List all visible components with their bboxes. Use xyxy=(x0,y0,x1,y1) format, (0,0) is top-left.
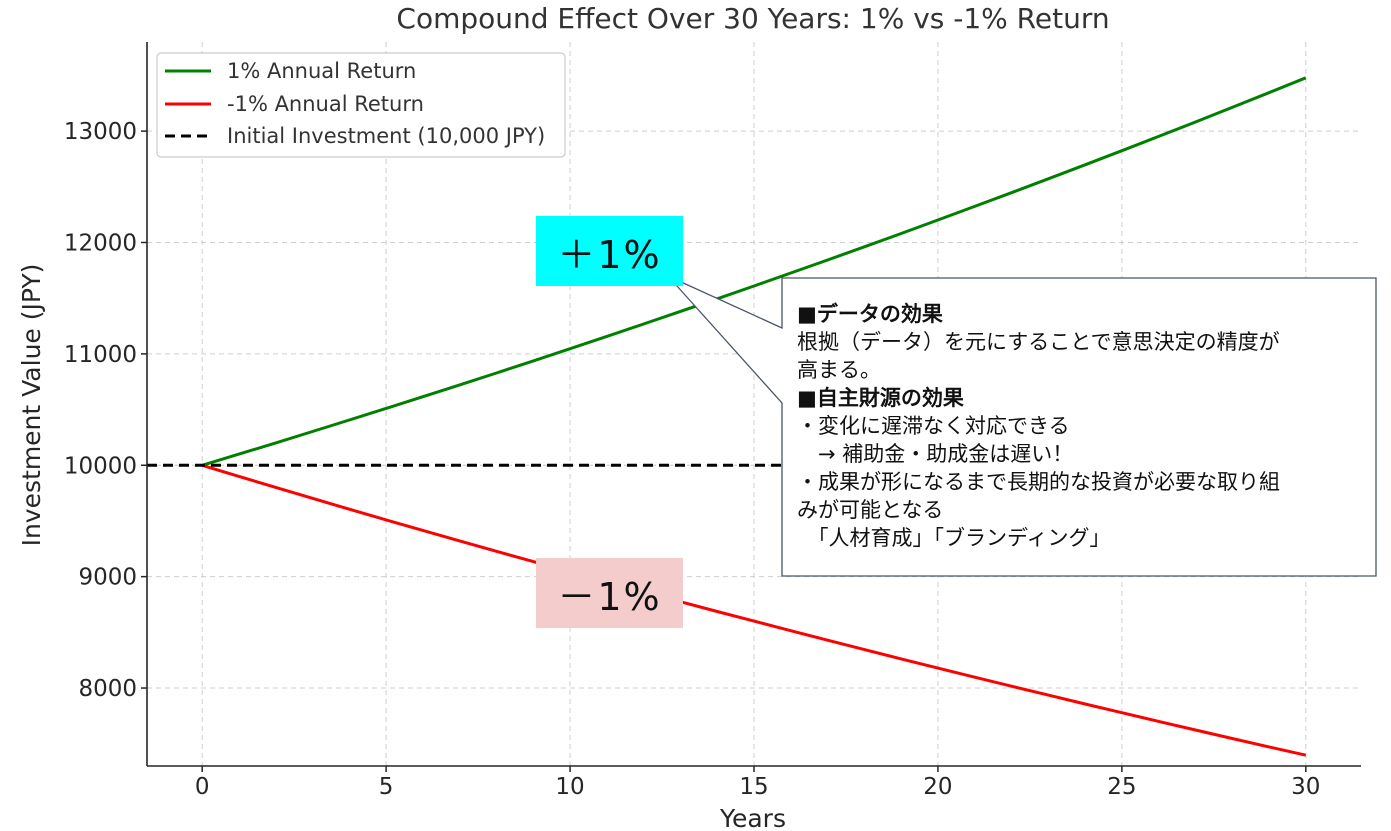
x-tick-label: 5 xyxy=(379,774,394,800)
callout-line: → 補助金・助成金は遅い！ xyxy=(797,442,1074,466)
y-tick-label: 12000 xyxy=(64,230,137,256)
y-tick-label: 9000 xyxy=(78,565,137,591)
tick-labels: 0 5 10 15 20 25 30 8000 9000 10000 11000 12000 13000 xyxy=(64,119,1321,800)
x-axis-label: Years xyxy=(719,804,786,831)
callout-heading-data: ■データの効果 xyxy=(797,302,943,326)
y-tick-label: 13000 xyxy=(64,119,137,145)
x-tick-label: 30 xyxy=(1291,774,1320,800)
axes xyxy=(141,42,1361,772)
y-tick-label: 10000 xyxy=(64,453,137,479)
legend-label-1: 1% Annual Return xyxy=(227,59,416,83)
y-axis-label: Investment Value (JPY) xyxy=(17,264,46,547)
y-tick-label: 8000 xyxy=(78,676,137,702)
series-line-2 xyxy=(201,463,1307,757)
legend: 1% Annual Return -1% Annual Return Initi… xyxy=(156,52,566,158)
series-line-1 xyxy=(201,76,1307,467)
callout-line: ・成果が形になるまで長期的な投資が必要な取り組 xyxy=(797,470,1280,494)
chart-title: Compound Effect Over 30 Years: 1% vs -1%… xyxy=(396,2,1109,35)
legend-box xyxy=(156,52,566,158)
plus-one-percent-badge: ＋1% xyxy=(536,216,683,286)
x-tick-label: 10 xyxy=(555,774,584,800)
callout-line: みが可能となる xyxy=(797,498,944,522)
x-tick-label: 20 xyxy=(923,774,952,800)
callout-line: 根拠（データ）を元にすることで意思決定の精度が xyxy=(797,330,1280,354)
callout-box xyxy=(667,275,1377,577)
callout-line: ・変化に遅滞なく対応できる xyxy=(797,414,1070,438)
legend-label-2: -1% Annual Return xyxy=(227,92,424,116)
legend-label-3: Initial Investment (10,000 JPY) xyxy=(227,124,545,148)
x-tick-label: 25 xyxy=(1107,774,1136,800)
callout-text: ■データの効果 根拠（データ）を元にすることで意思決定の精度が 高まる。 ■自主… xyxy=(797,300,1349,552)
x-tick-label: 15 xyxy=(739,774,768,800)
callout-line: 「人材育成」「ブランディング」 xyxy=(797,526,1111,550)
callout xyxy=(667,275,1377,577)
callout-heading-funding: ■自主財源の効果 xyxy=(797,386,964,410)
minus-one-percent-badge: －1% xyxy=(536,558,683,628)
y-tick-label: 11000 xyxy=(64,342,137,368)
x-tick-label: 0 xyxy=(195,774,210,800)
callout-line: 高まる。 xyxy=(797,358,881,382)
